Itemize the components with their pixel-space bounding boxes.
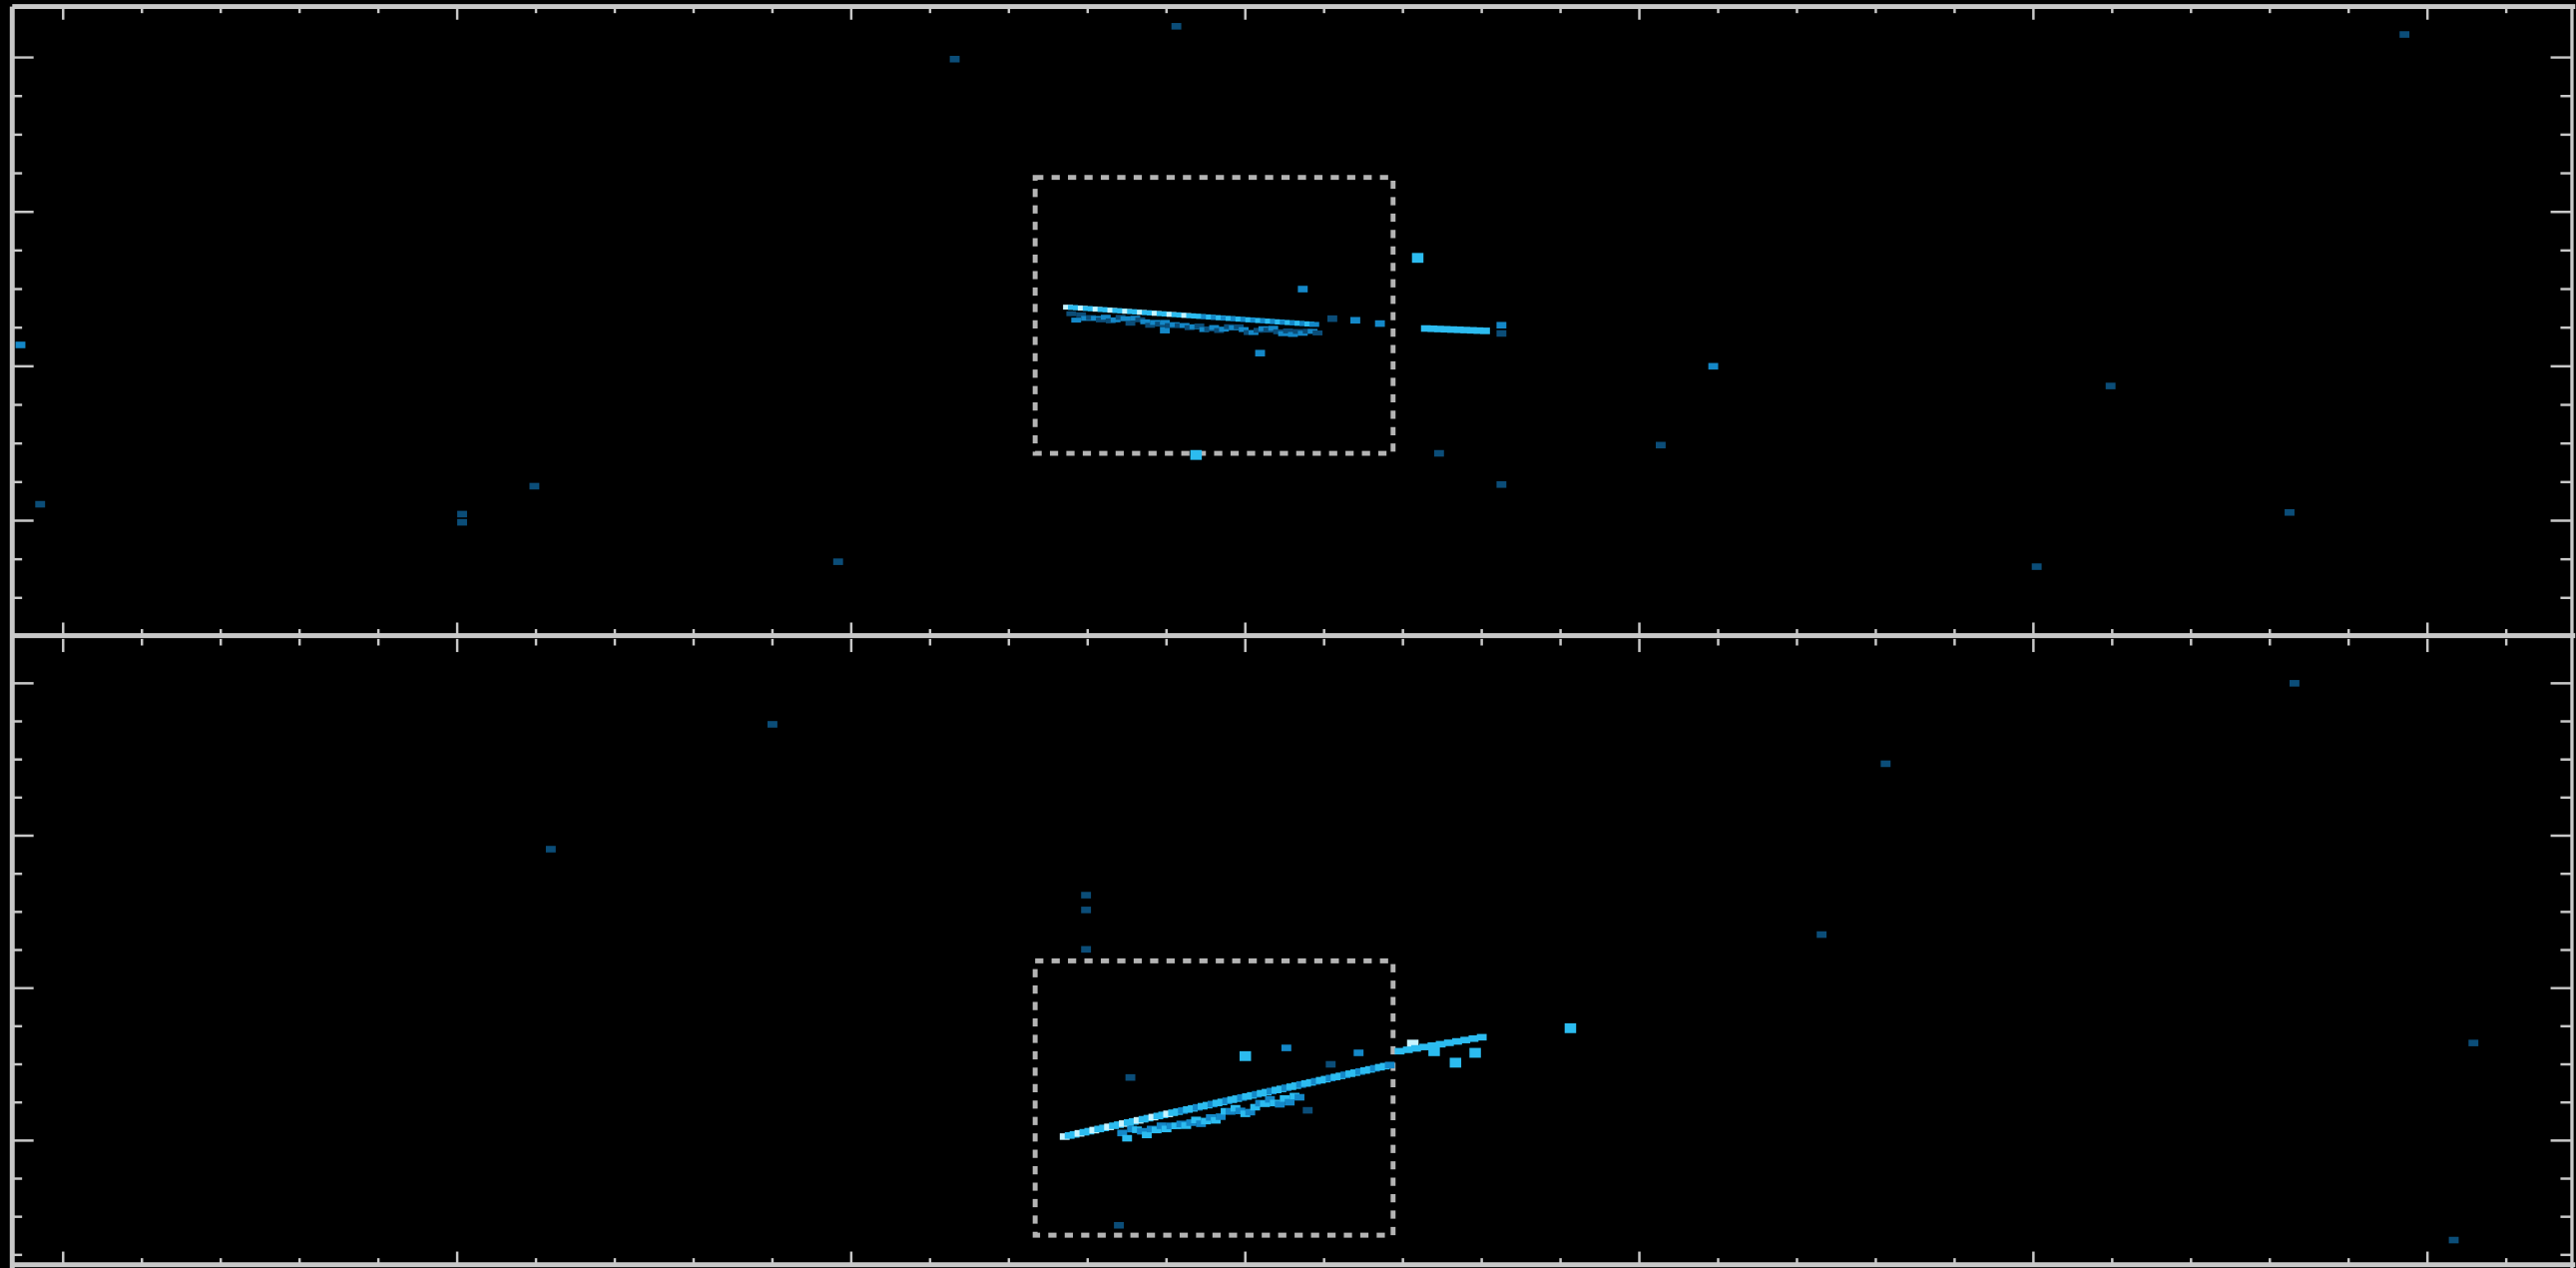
signal-pixel [1434, 450, 1444, 457]
signal-pixel [1656, 442, 1666, 449]
signal-pixel [1142, 1131, 1152, 1138]
signal-pixel [1191, 450, 1203, 460]
signal-pixel [1375, 320, 1385, 327]
signal-pixel [1114, 1222, 1124, 1229]
signal-pixel [35, 501, 45, 508]
signal-pixel [1275, 1101, 1285, 1108]
signal-pixel [457, 511, 467, 518]
signal-pixel [1450, 1057, 1462, 1067]
signal-pixel [2449, 1237, 2459, 1244]
signal-pixel [1081, 907, 1091, 914]
signal-pixel [1126, 320, 1136, 325]
signal-pixel [1880, 761, 1890, 768]
signal-pixel [1285, 1099, 1294, 1106]
signal-pixel [1081, 947, 1091, 953]
signal-pixel [457, 519, 467, 526]
signal-pixel [1302, 1107, 1312, 1114]
signal-pixel [546, 846, 556, 853]
signal-pixel [1353, 1049, 1363, 1056]
signal-pixel [1256, 349, 1266, 356]
signal-pixel [2290, 680, 2300, 687]
signal-pixel [1565, 1023, 1577, 1033]
signal-pixel [950, 56, 960, 63]
signal-pixel [1709, 363, 1719, 370]
signal-pixel [1071, 317, 1081, 322]
signal-pixel [1121, 317, 1131, 321]
signal-pixel [2032, 563, 2042, 570]
signal-pixel [16, 341, 26, 348]
signal-pixel [1477, 1034, 1487, 1041]
signal-pixel [1240, 1051, 1252, 1061]
signal-pixel [1412, 253, 1424, 263]
signal-pixel [1309, 321, 1319, 326]
signal-pixel [2468, 1039, 2478, 1046]
signal-pixel [2399, 31, 2409, 38]
signal-pixel [1350, 317, 1360, 324]
signal-pixel [1294, 1094, 1304, 1101]
signal-pixel [2106, 382, 2116, 389]
signal-pixel [1282, 1044, 1291, 1051]
signal-pixel [1496, 330, 1506, 337]
viewer [0, 0, 2576, 1268]
signal-pixel [1469, 1048, 1481, 1058]
signal-pixel [833, 558, 843, 565]
signal-pixel [1172, 23, 1182, 30]
signal-pixel [1312, 330, 1322, 335]
page: (() => { const ns = 'http://www.w3.org/2… [0, 0, 2576, 1268]
signal-pixel [1126, 1074, 1136, 1081]
signal-pixel [768, 721, 777, 728]
signal-pixel [1297, 286, 1307, 293]
signal-pixel [1327, 316, 1337, 322]
signal-pixel [1122, 1135, 1132, 1142]
signal-pixel [1480, 327, 1490, 334]
signal-pixel [1816, 932, 1826, 939]
signal-pixel [529, 483, 539, 490]
signal-pixel [1325, 1061, 1335, 1068]
signal-pixel [1496, 321, 1506, 328]
signal-pixel [2285, 509, 2295, 516]
signal-pixel [1081, 892, 1091, 899]
signal-pixel [1066, 312, 1076, 317]
signal-pixel [1496, 481, 1506, 488]
signal-pixel [1385, 1061, 1395, 1068]
